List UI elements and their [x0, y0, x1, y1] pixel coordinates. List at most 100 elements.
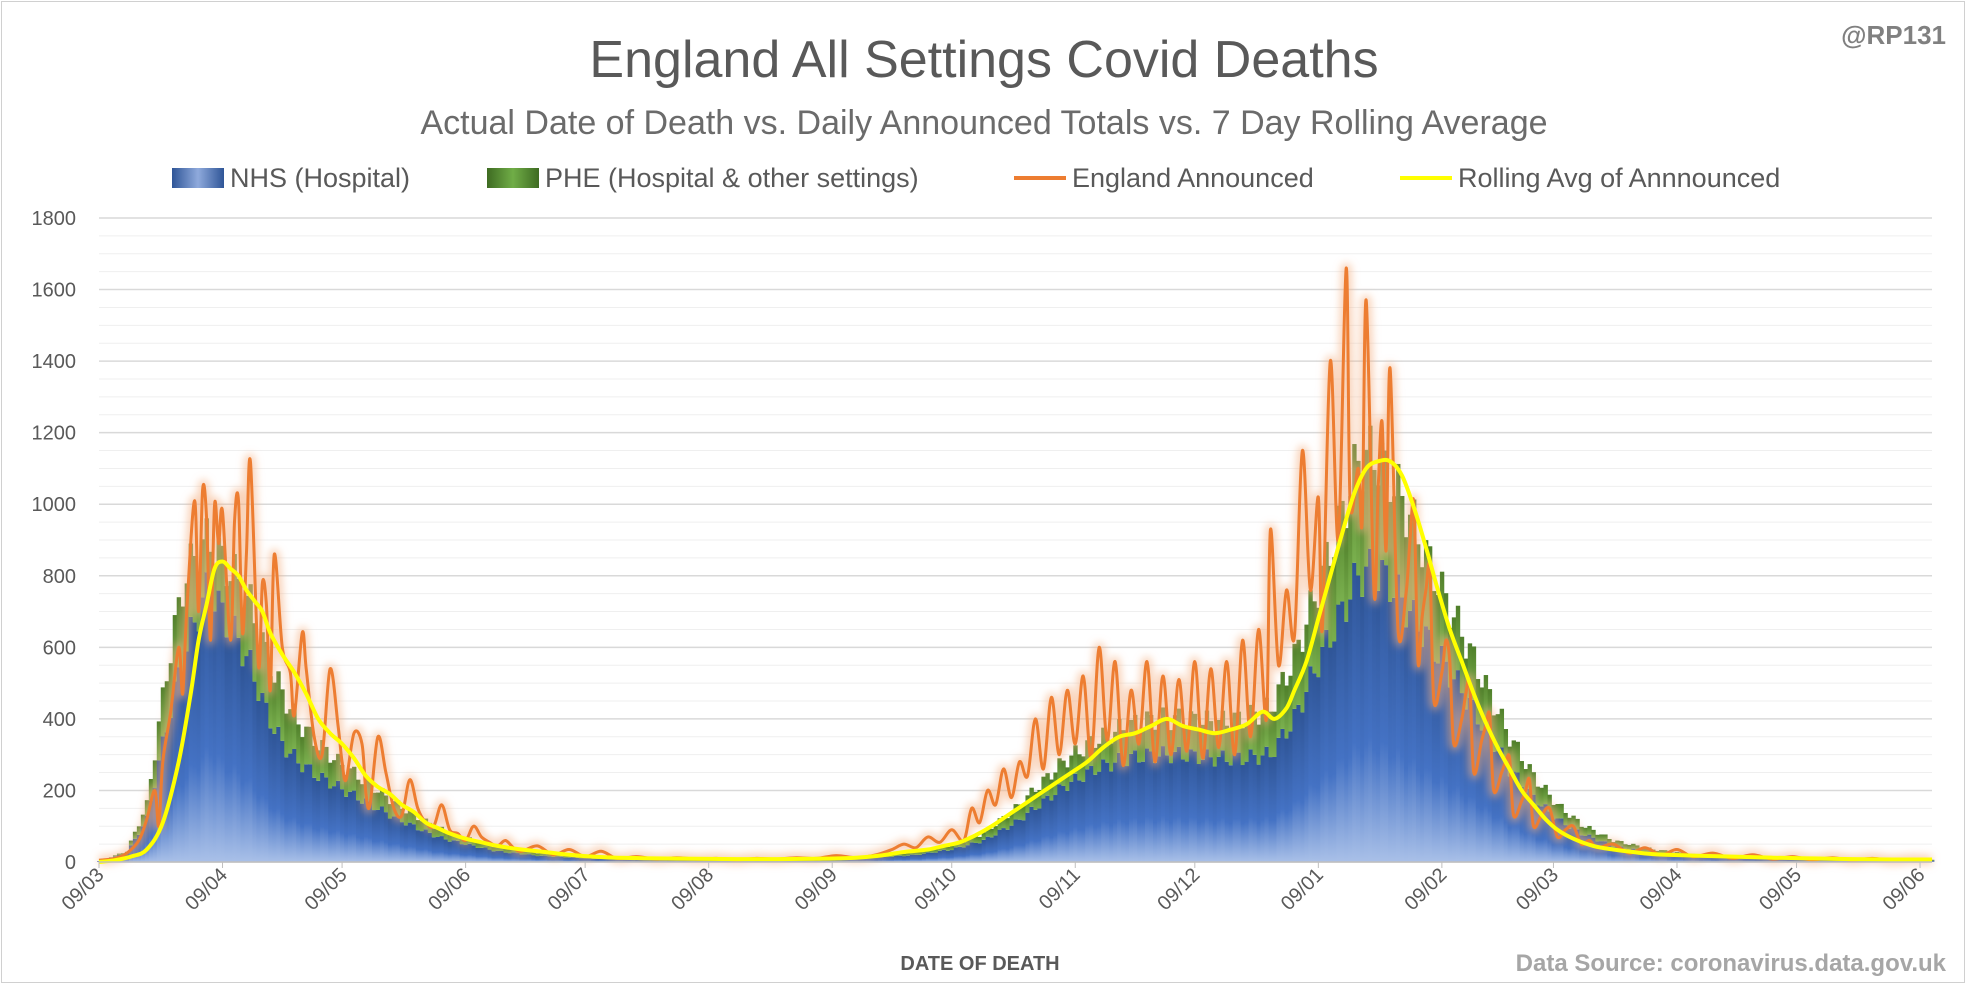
bar-phe: [443, 831, 449, 840]
bar-nhs: [1439, 645, 1445, 862]
bar-phe: [1280, 671, 1285, 729]
bar-phe: [415, 820, 421, 831]
bar-nhs: [917, 854, 923, 862]
bar-nhs: [1192, 751, 1198, 862]
bar-nhs: [1061, 785, 1066, 862]
bar-nhs: [1376, 590, 1381, 862]
bar-nhs: [1133, 750, 1138, 862]
bar-nhs: [244, 656, 249, 862]
bar-phe: [1109, 743, 1114, 772]
bar-nhs: [1567, 828, 1572, 862]
bar-phe: [1627, 844, 1632, 850]
bar-nhs: [164, 732, 170, 862]
bar-nhs: [933, 852, 939, 862]
bar-phe: [1559, 803, 1564, 819]
bar-nhs: [507, 853, 512, 862]
bar-nhs: [941, 849, 947, 862]
chart-title: England All Settings Covid Deaths: [589, 31, 1379, 89]
line-series: [98, 263, 1933, 866]
bar-phe: [1001, 815, 1006, 829]
bar-nhs: [363, 798, 369, 862]
bar-phe: [312, 745, 317, 778]
bar-phe: [1495, 714, 1501, 752]
legend-swatch-phe: [487, 168, 539, 188]
bar-phe: [905, 853, 911, 856]
bar-nhs: [949, 850, 955, 862]
bar-nhs: [248, 649, 253, 862]
bar-nhs: [1049, 800, 1054, 862]
bar-nhs: [180, 672, 186, 862]
bar-phe: [1519, 761, 1524, 787]
bar-nhs: [1667, 854, 1672, 862]
bar-phe: [1105, 732, 1110, 763]
bar-phe: [132, 831, 138, 839]
bar-nhs: [395, 815, 401, 862]
bar-nhs: [1057, 784, 1062, 862]
bar-nhs: [909, 854, 915, 862]
bar-phe: [1224, 725, 1230, 762]
bar-nhs: [913, 854, 919, 862]
legend-item-england-announced[interactable]: England Announced: [1014, 160, 1314, 196]
bar-phe: [1041, 776, 1046, 799]
legend-item-phe[interactable]: PHE (Hospital & other settings): [487, 160, 919, 196]
bar-phe: [435, 828, 441, 837]
bar-phe: [447, 834, 453, 842]
bar-nhs: [148, 800, 154, 862]
bar-nhs: [1714, 857, 1720, 862]
bar-phe: [1057, 758, 1062, 785]
bar-nhs: [423, 829, 429, 862]
bar-nhs: [1073, 773, 1078, 862]
bar-nhs: [1475, 724, 1481, 862]
bar-phe: [1244, 722, 1250, 762]
bar-nhs: [320, 772, 325, 862]
bar-phe: [1483, 675, 1489, 721]
bar-nhs: [953, 847, 959, 862]
legend-item-nhs[interactable]: NHS (Hospital): [172, 160, 410, 196]
bar-nhs: [1204, 749, 1210, 862]
bar-nhs: [925, 852, 931, 862]
bar-nhs: [1356, 575, 1361, 862]
x-tick-label: 09/04: [1636, 864, 1687, 915]
bar-phe: [1579, 826, 1584, 836]
bar-nhs: [459, 844, 465, 862]
bar-nhs: [324, 777, 329, 862]
bar-phe: [1037, 789, 1042, 809]
legend-item-rolling-avg[interactable]: Rolling Avg of Annnounced: [1400, 160, 1780, 196]
bar-nhs: [1352, 562, 1357, 862]
bar-phe: [1583, 827, 1588, 836]
bar-nhs: [455, 840, 461, 862]
bar-nhs: [467, 843, 472, 862]
bar-nhs: [356, 800, 361, 862]
bar-nhs: [431, 837, 437, 862]
bar-phe: [256, 646, 261, 701]
bar-nhs: [531, 855, 536, 862]
bar-phe: [889, 854, 895, 857]
y-tick-label: 800: [43, 566, 76, 588]
bar-phe: [1555, 804, 1560, 819]
bar-nhs: [547, 856, 552, 862]
bar-nhs: [260, 692, 265, 862]
bar-nhs: [344, 796, 349, 862]
bar-phe: [324, 746, 329, 778]
legend-label-rolling-avg: Rolling Avg of Annnounced: [1458, 162, 1781, 193]
bar-nhs: [208, 593, 213, 862]
bar-phe: [1499, 708, 1505, 748]
bar-nhs: [961, 847, 967, 862]
bar-phe: [1340, 500, 1345, 602]
bar-nhs: [1487, 731, 1493, 862]
bar-nhs: [1551, 819, 1556, 862]
bar-nhs: [1615, 845, 1620, 862]
bar-nhs: [268, 728, 273, 862]
bar-nhs: [1160, 746, 1166, 862]
bar-phe: [268, 676, 273, 729]
bar-nhs: [1184, 761, 1190, 862]
bar-nhs: [224, 637, 229, 862]
bar-phe: [1021, 805, 1026, 821]
bar-phe: [1049, 779, 1054, 801]
bar-nhs: [352, 790, 357, 862]
bar-nhs: [1539, 806, 1544, 862]
legend-swatch-rolling-avg: [1400, 176, 1452, 180]
bar-nhs: [503, 852, 508, 862]
x-tick-label: 09/01: [1277, 864, 1328, 915]
